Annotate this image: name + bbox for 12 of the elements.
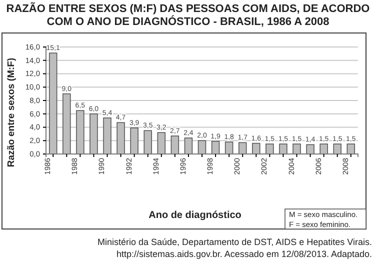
bar xyxy=(292,144,301,154)
bar xyxy=(252,142,260,154)
chart-title: RAZÃO ENTRE SEXOS (M:F) DAS PESSOAS COM AIDS, DE ACORDO COM O ANO DE DIAGNÓSTICO - BRASIL, 1986 A 2008 xyxy=(6,2,370,28)
bar xyxy=(266,144,274,154)
x-axis-title: Ano de diagnóstico xyxy=(148,210,242,221)
bar xyxy=(320,144,328,154)
text: Ministério da Saúde, Departamento de DST, AIDS e Hepatites Virais. http://sistemas.aids.gov.br. Acessado em 12/08/2013. Adaptado. xyxy=(98,237,372,259)
bar xyxy=(306,144,314,154)
bar xyxy=(333,144,342,154)
bar xyxy=(279,144,288,154)
bar xyxy=(346,144,356,154)
y-axis-title: Razão entre sexos (M:F) xyxy=(6,58,17,168)
